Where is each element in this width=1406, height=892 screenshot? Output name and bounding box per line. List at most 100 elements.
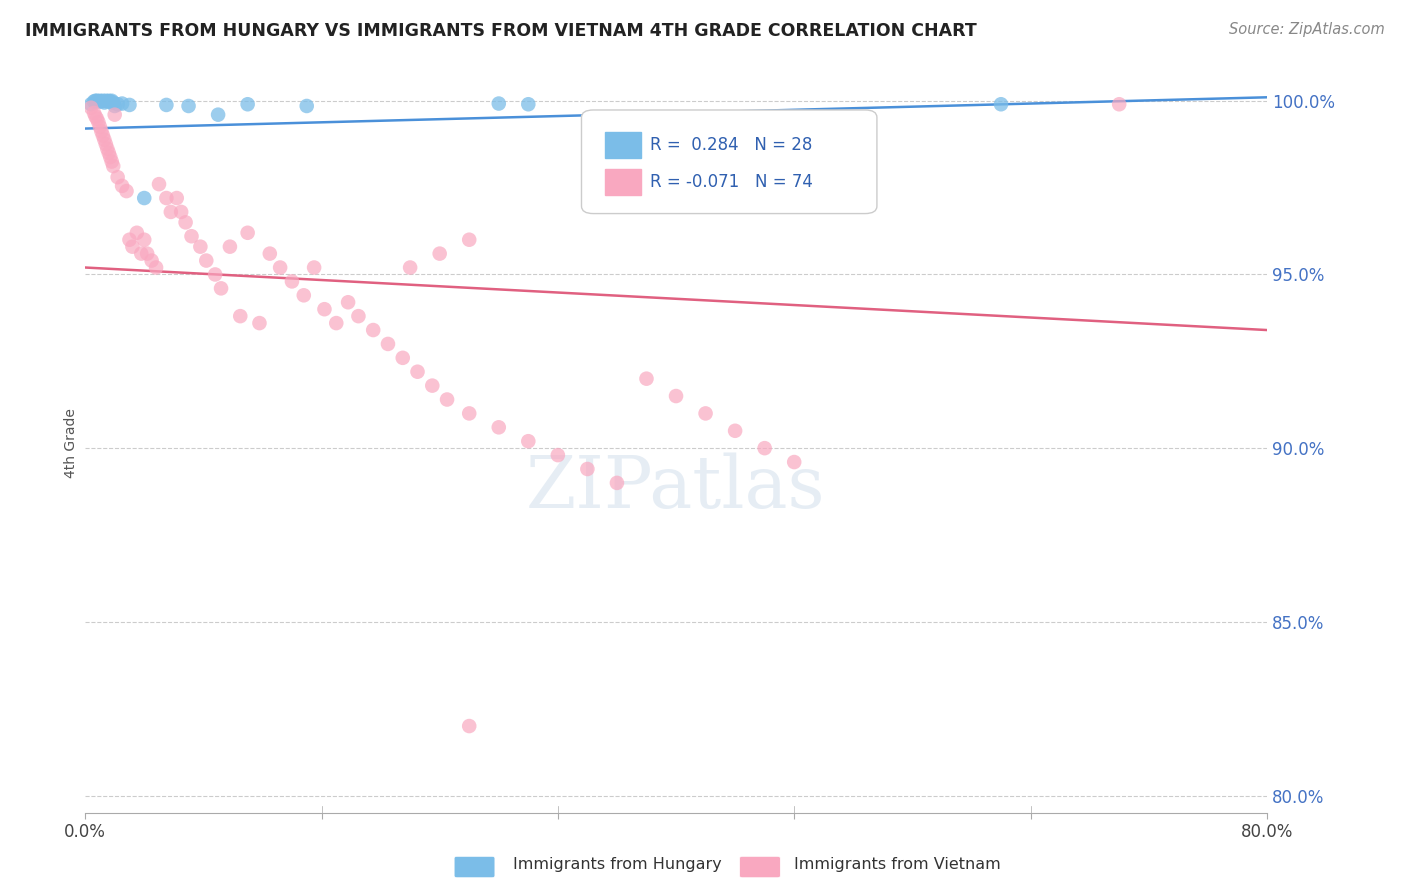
Point (91, 94, 114, 108)
Text: ZIPatlas: ZIPatlas (526, 452, 825, 523)
Point (100, 154, 122, 169)
Point (134, 191, 156, 205)
Point (103, 95, 125, 110)
Point (391, 351, 413, 365)
Point (236, 226, 259, 240)
Point (429, 246, 451, 260)
Point (83, 95, 105, 109)
Point (155, 98, 177, 112)
Point (314, 302, 336, 317)
Point (724, 424, 747, 438)
Point (606, 475, 628, 490)
Point (361, 323, 384, 337)
Point (93, 95, 115, 110)
Point (190, 240, 212, 254)
Point (229, 309, 252, 323)
Text: Immigrants from Vietnam: Immigrants from Vietnam (794, 857, 1001, 872)
Text: Source: ZipAtlas.com: Source: ZipAtlas.com (1229, 22, 1385, 37)
Point (83, 106, 105, 120)
Point (174, 215, 197, 229)
Text: Immigrants from Hungary: Immigrants from Hungary (513, 857, 721, 872)
Point (96, 142, 118, 156)
Text: R = -0.071   N = 74: R = -0.071 N = 74 (650, 173, 813, 191)
Point (97, 94, 120, 108)
Point (990, 97, 1012, 112)
Point (148, 177, 170, 191)
Point (259, 246, 281, 260)
Point (488, 420, 510, 434)
Point (134, 233, 156, 247)
Point (219, 240, 242, 254)
Point (94, 94, 117, 108)
Point (166, 191, 188, 205)
Point (458, 719, 481, 733)
Y-axis label: 4th Grade: 4th Grade (65, 408, 79, 478)
Point (80, 101, 103, 115)
Point (177, 99, 200, 113)
Point (695, 406, 717, 420)
Point (337, 295, 360, 310)
Point (1108, 97, 1130, 112)
Point (104, 99, 127, 113)
Point (80, 97, 103, 112)
Point (406, 365, 429, 379)
Point (97, 145, 120, 160)
Point (170, 205, 193, 219)
Point (207, 108, 229, 122)
Point (145, 260, 167, 275)
Point (121, 240, 143, 254)
Point (141, 253, 163, 268)
Point (103, 159, 125, 173)
Point (458, 406, 481, 420)
Point (87, 95, 110, 109)
Point (91, 128, 114, 143)
Point (111, 178, 134, 193)
Point (576, 462, 599, 476)
Point (89, 94, 111, 108)
Point (111, 96, 134, 111)
Point (399, 260, 422, 275)
Point (249, 316, 271, 330)
Point (377, 337, 399, 351)
Point (347, 309, 370, 323)
Text: R =  0.284   N = 28: R = 0.284 N = 28 (650, 136, 813, 153)
Point (118, 98, 141, 112)
Point (87, 115, 110, 129)
Point (107, 170, 129, 185)
Point (420, 378, 443, 392)
Text: IMMIGRANTS FROM HUNGARY VS IMMIGRANTS FROM VIETNAM 4TH GRADE CORRELATION CHART: IMMIGRANTS FROM HUNGARY VS IMMIGRANTS FR… (25, 22, 977, 40)
Point (125, 226, 148, 240)
Point (118, 233, 141, 247)
Point (100, 94, 122, 108)
Point (94, 137, 117, 152)
Point (96, 95, 118, 109)
Point (98, 150, 121, 164)
Point (136, 246, 159, 260)
Point (84, 109, 107, 123)
Point (281, 274, 304, 288)
Bar (605, 132, 641, 158)
Point (325, 316, 347, 330)
Point (269, 260, 291, 275)
Bar (605, 169, 641, 195)
Point (665, 389, 688, 403)
Point (115, 184, 138, 198)
Point (636, 372, 658, 386)
Point (180, 229, 202, 244)
Point (93, 133, 115, 147)
Point (104, 108, 127, 122)
Point (86, 94, 108, 108)
Point (547, 448, 569, 462)
Point (517, 434, 540, 449)
Point (204, 268, 226, 282)
Point (98, 95, 121, 109)
Point (107, 97, 129, 112)
Point (302, 260, 325, 275)
Point (195, 253, 218, 268)
Point (90, 95, 112, 109)
Point (292, 288, 315, 302)
Point (783, 455, 806, 469)
Point (754, 441, 776, 455)
Point (295, 99, 318, 113)
FancyBboxPatch shape (582, 110, 877, 213)
